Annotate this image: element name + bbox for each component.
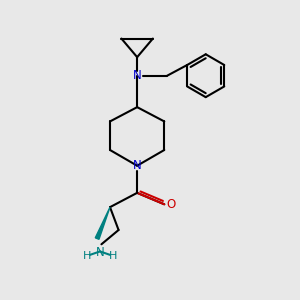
Text: H: H <box>83 251 91 261</box>
Text: N: N <box>133 159 142 172</box>
Text: N: N <box>133 69 142 82</box>
Text: O: O <box>166 198 175 211</box>
Text: H: H <box>109 251 117 261</box>
Polygon shape <box>95 207 110 239</box>
Text: N: N <box>96 246 104 260</box>
